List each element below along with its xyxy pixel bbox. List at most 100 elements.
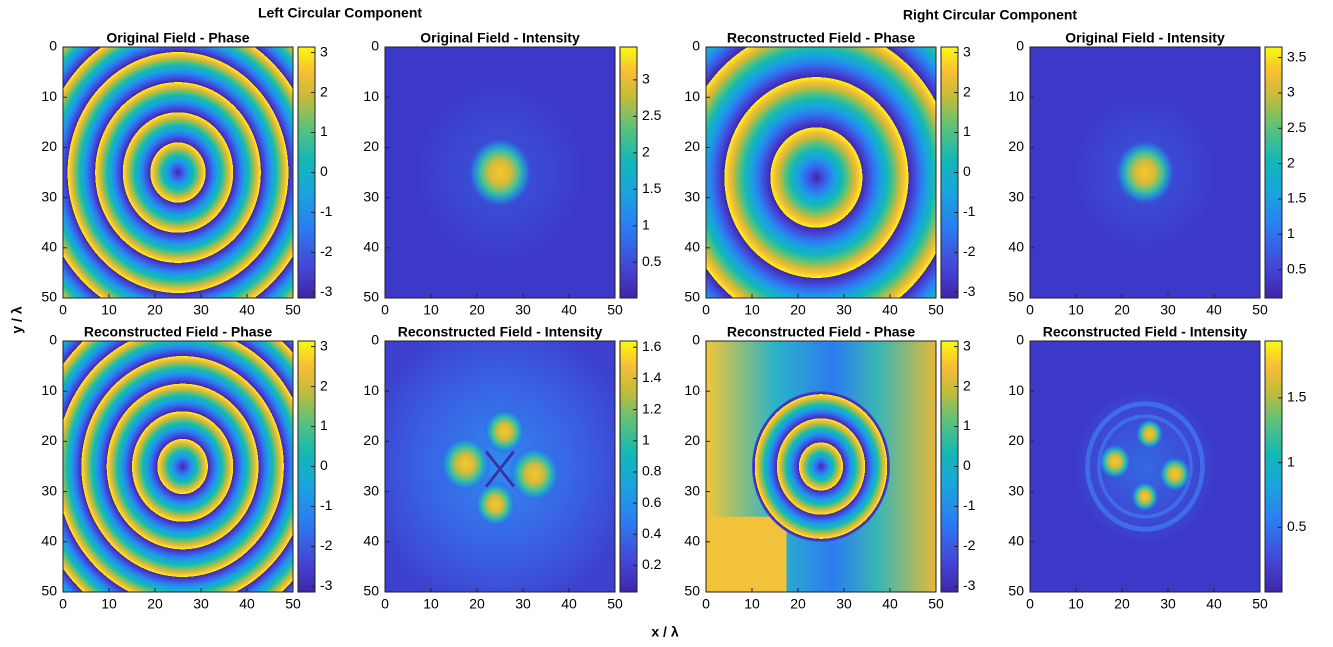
axes-box [384, 46, 616, 299]
colorbar-tick-label: 0.6 [642, 494, 662, 510]
colorbar-tick-label: -3 [320, 577, 333, 593]
colorbar [1265, 341, 1282, 592]
colorbar-box [1264, 46, 1283, 299]
colorbar [941, 47, 958, 298]
y-tick-label: 30 [1008, 482, 1024, 498]
colorbar-tick-label: 2 [1287, 154, 1295, 170]
colorbar-tick-label: 1 [642, 431, 650, 447]
colorbar-tick-label: 3.5 [1287, 48, 1307, 64]
heatmap-image [63, 341, 293, 592]
x-tick-label: 0 [1026, 302, 1034, 318]
x-tick-label: 20 [1114, 302, 1130, 318]
x-tick-label: 30 [1160, 596, 1176, 612]
x-tick-label: 30 [193, 596, 209, 612]
y-tick-label: 50 [41, 583, 57, 599]
y-tick-label: 20 [363, 138, 379, 154]
axes-box [1029, 340, 1261, 593]
colorbar-tick-label: 3 [963, 337, 971, 353]
y-tick-label: 10 [684, 88, 700, 104]
x-tick-label: 0 [59, 596, 67, 612]
y-tick-label: 10 [684, 382, 700, 398]
x-tick-label: 10 [101, 302, 117, 318]
x-tick-label: 20 [147, 596, 163, 612]
colorbar-tick-label: 1 [320, 123, 328, 139]
y-tick-label: 50 [684, 583, 700, 599]
x-tick-label: 20 [790, 596, 806, 612]
y-tick-label: 20 [684, 138, 700, 154]
x-tick-label: 10 [423, 596, 439, 612]
colorbar-tick-label: 0.5 [1287, 260, 1307, 276]
heatmap-image [706, 341, 936, 592]
colorbar [620, 47, 637, 298]
colorbar-tick-label: 2 [642, 144, 650, 160]
panel-title: Original Field - Intensity [420, 30, 580, 46]
colorbar-tick-label: 2 [320, 83, 328, 99]
colorbar-tick-label: 1 [642, 216, 650, 232]
x-tick-label: 10 [101, 596, 117, 612]
y-tick-label: 50 [684, 289, 700, 305]
colorbar [620, 341, 637, 592]
x-tick-label: 0 [1026, 596, 1034, 612]
x-tick-label: 40 [239, 596, 255, 612]
y-axis-label: y / λ [9, 306, 25, 333]
panel-title: Reconstructed Field - Intensity [398, 324, 603, 340]
colorbar-tick-label: 1.4 [642, 369, 662, 385]
x-tick-label: 10 [1068, 302, 1084, 318]
colorbar-tick-label: 0 [963, 163, 971, 179]
colorbar-tick-label: -2 [320, 243, 333, 259]
x-tick-label: 50 [285, 302, 301, 318]
x-tick-label: 20 [147, 302, 163, 318]
colorbar-tick-label: 3 [1287, 84, 1295, 100]
panel-title: Reconstructed Field - Phase [727, 30, 915, 46]
y-tick-label: 30 [363, 482, 379, 498]
x-tick-label: 40 [882, 596, 898, 612]
colorbar-tick-label: 0 [963, 457, 971, 473]
axes-box [62, 340, 294, 593]
x-tick-label: 50 [1252, 302, 1268, 318]
colorbar-tick-label: -3 [963, 577, 976, 593]
y-tick-label: 10 [1008, 382, 1024, 398]
x-tick-label: 30 [1160, 302, 1176, 318]
colorbar-tick-label: -2 [320, 537, 333, 553]
x-tick-label: 20 [790, 302, 806, 318]
colorbar-tick-label: 1 [320, 417, 328, 433]
x-tick-label: 30 [836, 302, 852, 318]
y-tick-label: 40 [684, 239, 700, 255]
y-tick-label: 20 [1008, 432, 1024, 448]
colorbar-tick-label: -1 [963, 203, 976, 219]
y-tick-label: 20 [1008, 138, 1024, 154]
heatmap-image [63, 47, 293, 298]
panel-title: Reconstructed Field - Phase [727, 324, 915, 340]
group-title: Left Circular Component [258, 5, 422, 21]
colorbar-box [619, 46, 638, 299]
heatmap-image [385, 47, 615, 298]
colorbar-tick-label: 1.2 [642, 400, 662, 416]
colorbar-tick-label: 0.8 [642, 463, 662, 479]
colorbar-tick-label: 0 [320, 457, 328, 473]
x-tick-label: 30 [193, 302, 209, 318]
y-tick-label: 50 [363, 289, 379, 305]
heatmap-image [1030, 341, 1260, 592]
x-tick-label: 50 [928, 302, 944, 318]
y-tick-label: 0 [49, 332, 57, 348]
y-tick-label: 50 [1008, 289, 1024, 305]
x-tick-label: 40 [1206, 302, 1222, 318]
y-tick-label: 40 [1008, 239, 1024, 255]
y-tick-label: 50 [363, 583, 379, 599]
y-tick-label: 20 [41, 138, 57, 154]
y-tick-label: 10 [41, 382, 57, 398]
y-tick-label: 10 [363, 88, 379, 104]
y-tick-label: 40 [684, 533, 700, 549]
axes-box [384, 340, 616, 593]
colorbar [298, 47, 315, 298]
colorbar-tick-label: 0.2 [642, 556, 662, 572]
x-tick-label: 50 [285, 596, 301, 612]
y-tick-label: 0 [1016, 38, 1024, 54]
y-tick-label: 40 [41, 533, 57, 549]
y-tick-label: 10 [1008, 88, 1024, 104]
heatmap-image [706, 47, 936, 298]
x-tick-label: 20 [1114, 596, 1130, 612]
y-tick-label: 40 [363, 533, 379, 549]
x-tick-label: 50 [928, 596, 944, 612]
